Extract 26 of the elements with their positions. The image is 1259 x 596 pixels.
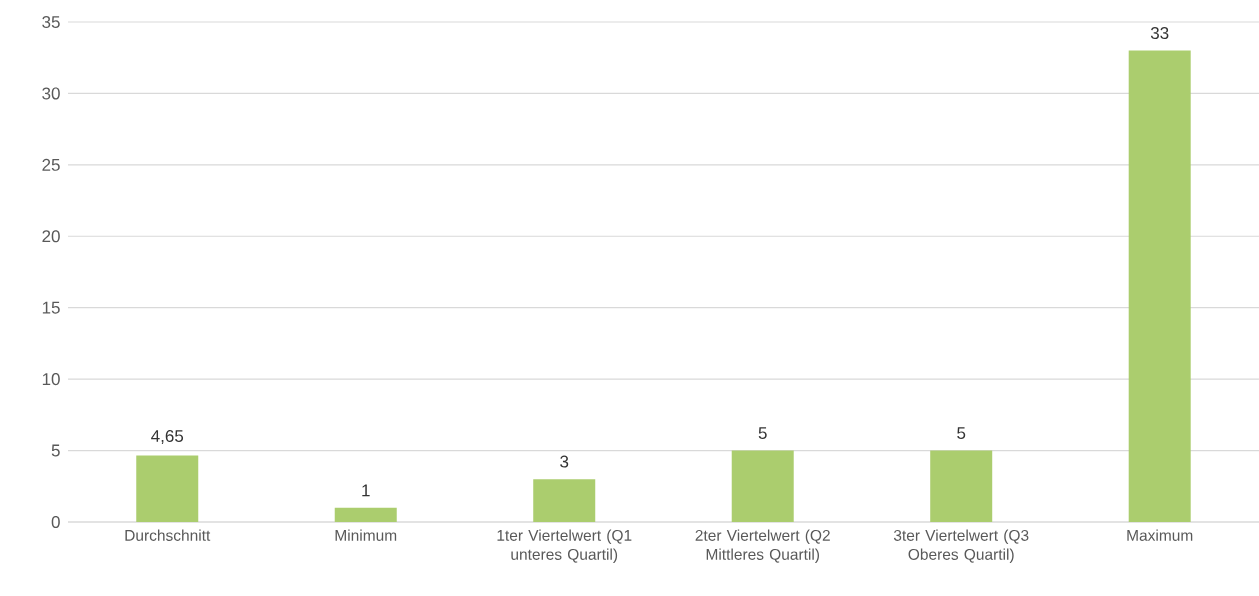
data-label: 5 — [957, 427, 966, 440]
x-tick-label: Maximum — [1127, 529, 1193, 541]
data-label: 33 — [1150, 27, 1169, 40]
data-label: 4,65 — [151, 429, 184, 445]
bar — [334, 507, 397, 522]
x-tick-label: 3ter Viertelwert (Q3 Oberes Quartil) — [893, 529, 1029, 563]
bar — [731, 450, 794, 522]
y-tick-label: 10 — [42, 373, 60, 386]
data-label: 1 — [362, 484, 370, 497]
y-tick-label: 0 — [51, 515, 60, 529]
x-tick-label: 1ter Viertelwert (Q1 unteres Quartil) — [497, 529, 632, 563]
y-tick-label: 20 — [42, 230, 60, 243]
x-tick-label: Durchschnitt — [125, 529, 211, 541]
bar — [136, 455, 199, 522]
bar — [533, 479, 596, 522]
bar — [1128, 50, 1191, 522]
data-label: 3 — [560, 455, 569, 468]
data-label: 5 — [758, 427, 767, 440]
bar — [930, 450, 993, 522]
y-tick-label: 15 — [42, 301, 60, 314]
x-tick-label: 2ter Viertelwert (Q2 Mittleres Quartil) — [695, 529, 830, 563]
x-tick-label: Minimum — [335, 529, 397, 541]
y-tick-label: 30 — [42, 87, 60, 100]
y-tick-label: 25 — [42, 158, 60, 171]
y-tick-label: 5 — [51, 444, 60, 457]
y-tick-label: 35 — [42, 15, 60, 29]
